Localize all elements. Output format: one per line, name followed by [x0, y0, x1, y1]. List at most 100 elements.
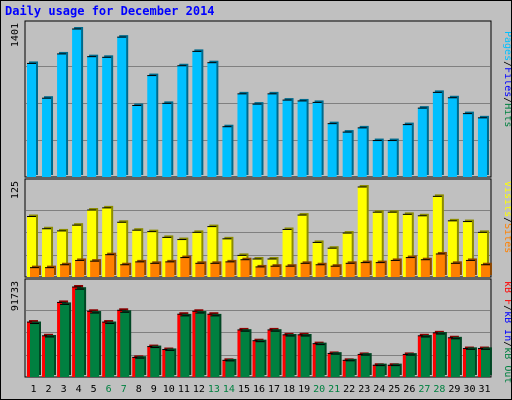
hits-panel-bar-hits-31 — [477, 117, 487, 177]
visits-panel-bar-visits-10 — [162, 237, 172, 277]
x-tick-label-day-13: 13 — [208, 384, 220, 395]
visits-panel-legend: Visits/Sites — [502, 181, 511, 253]
kbytes-panel-bar-kb-out-17 — [270, 331, 280, 377]
visits-panel-bar-visits-8 — [132, 230, 142, 277]
kbytes-panel-bar-kb-out-4 — [75, 289, 85, 377]
x-tick-label-day-9: 9 — [151, 384, 157, 395]
visits-panel-bar-sites-28 — [435, 253, 445, 277]
kbytes-panel-bar-kb-out-7 — [120, 312, 130, 377]
kbytes-panel-bar-kb-out-1 — [30, 323, 39, 377]
kbytes-panel-legend: kB F/kB In/kB Out — [502, 281, 511, 383]
hits-panel-bar-hits-21 — [327, 123, 337, 177]
chart-title: Daily usage for December 2014 — [5, 4, 215, 18]
visits-panel-bar-visits-26 — [402, 214, 412, 277]
kbytes-panel-bar-kb-out-12 — [195, 313, 205, 377]
x-tick-label-day-2: 2 — [46, 384, 52, 395]
kbytes-panel-ytick-label: 91733 — [10, 281, 21, 311]
visits-panel-bar-sites-3 — [60, 264, 70, 277]
visits-panel-bar-sites-2 — [45, 267, 55, 277]
hits-panel-bar-hits-27 — [417, 108, 427, 177]
visits-panel-bar-visits-6 — [102, 207, 112, 277]
hits-panel-legend-entry-1: / — [502, 61, 511, 67]
visits-panel-bar-sites-14 — [225, 261, 235, 277]
visits-panel-bar-visits-31 — [477, 232, 487, 277]
x-tick-label-day-7: 7 — [121, 384, 127, 395]
kbytes-panel-bar-kb-out-19 — [300, 335, 310, 377]
visits-panel-bar-sites-27 — [420, 259, 430, 277]
x-tick-label-day-20: 20 — [313, 384, 325, 395]
visits-panel-bar-visits-25 — [387, 212, 397, 277]
kbytes-panel-legend-entry-4: kB Out — [502, 347, 511, 383]
visits-panel-legend-entry-2: Sites — [502, 223, 511, 253]
visits-panel-bar-visits-14 — [222, 238, 232, 277]
x-tick-label-day-25: 25 — [388, 384, 400, 395]
x-tick-label-day-11: 11 — [178, 384, 190, 395]
visits-panel-bar-sites-11 — [180, 257, 190, 277]
x-tick-label-day-5: 5 — [91, 384, 97, 395]
x-tick-label-day-30: 30 — [463, 384, 475, 395]
hits-panel-bar-hits-11 — [177, 65, 187, 177]
hits-panel-bar-hits-12 — [192, 51, 202, 177]
visits-panel-bar-visits-5 — [87, 210, 97, 277]
visits-panel-bar-sites-24 — [375, 262, 385, 277]
kbytes-panel-bar-kb-out-3 — [60, 304, 70, 377]
visits-panel-bar-visits-28 — [432, 196, 442, 277]
x-tick-label-day-10: 10 — [163, 384, 175, 395]
visits-panel-bar-visits-4 — [72, 225, 82, 277]
visits-panel-bar-sites-23 — [360, 262, 370, 277]
visits-panel-bar-visits-22 — [342, 233, 352, 277]
hits-panel-bar-hits-18 — [282, 100, 292, 177]
x-tick-label-day-23: 23 — [358, 384, 370, 395]
visits-panel-bar-sites-13 — [210, 263, 220, 277]
x-tick-label-day-16: 16 — [253, 384, 265, 395]
x-tick-label-day-6: 6 — [106, 384, 112, 395]
kbytes-panel-bar-kb-out-25 — [390, 365, 400, 377]
visits-panel-bar-visits-2 — [42, 228, 52, 277]
x-tick-label-day-4: 4 — [76, 384, 82, 395]
kbytes-panel-bar-kb-out-29 — [450, 338, 460, 377]
hits-panel-bar-hits-20 — [312, 102, 322, 177]
x-tick-label-day-22: 22 — [343, 384, 355, 395]
hits-panel-bar-hits-1 — [27, 63, 36, 177]
visits-panel-bar-sites-15 — [240, 259, 250, 277]
visits-panel-bar-sites-9 — [150, 263, 160, 277]
visits-panel-bar-visits-3 — [57, 230, 67, 277]
hits-panel-bar-hits-25 — [387, 140, 397, 177]
kbytes-panel-bar-kb-out-14 — [225, 360, 235, 377]
hits-panel-bar-hits-17 — [267, 93, 277, 177]
kbytes-panel-bar-kb-out-24 — [375, 365, 385, 377]
kbytes-panel-legend-entry-0: kB F — [502, 281, 511, 305]
visits-panel-bar-sites-17 — [270, 266, 280, 277]
visits-panel-bar-visits-27 — [417, 215, 427, 277]
kbytes-panel-bar-kb-out-5 — [90, 313, 100, 377]
visits-panel-bar-sites-21 — [330, 266, 340, 277]
hits-panel-legend-entry-2: Files — [502, 67, 511, 97]
hits-panel-bar-hits-30 — [462, 113, 472, 177]
visits-panel-bar-sites-25 — [390, 260, 400, 277]
kbytes-panel-bar-kb-out-13 — [210, 315, 220, 377]
hits-panel-bar-hits-24 — [372, 140, 382, 177]
hits-panel-bar-hits-5 — [87, 56, 97, 178]
x-tick-label-day-1: 1 — [31, 384, 37, 395]
x-tick-label-day-24: 24 — [373, 384, 385, 395]
hits-panel-bar-hits-4 — [72, 29, 82, 177]
kbytes-panel-bar-kb-out-27 — [420, 336, 430, 377]
visits-panel-legend-entry-0: Visits — [502, 181, 511, 217]
visits-panel-bar-sites-18 — [285, 266, 295, 277]
kbytes-panel-bar-kb-out-23 — [360, 355, 370, 377]
kbytes-panel-bar-kb-out-18 — [285, 335, 295, 377]
kbytes-panel-bar-kb-out-6 — [105, 323, 115, 377]
visits-panel-bar-visits-1 — [27, 216, 36, 277]
x-tick-label-day-3: 3 — [61, 384, 67, 395]
hits-panel-bar-hits-2 — [42, 98, 52, 177]
hits-panel-bar-hits-28 — [432, 92, 442, 177]
visits-panel-bar-visits-13 — [207, 226, 217, 277]
hits-panel-bar-hits-7 — [117, 37, 127, 178]
visits-panel-bar-visits-29 — [447, 220, 457, 277]
hits-panel-legend-entry-4: Hits — [502, 103, 511, 127]
x-tick-label-day-31: 31 — [478, 384, 490, 395]
visits-panel-bar-sites-30 — [465, 260, 475, 277]
x-tick-label-day-15: 15 — [238, 384, 250, 395]
x-tick-label-day-12: 12 — [193, 384, 205, 395]
